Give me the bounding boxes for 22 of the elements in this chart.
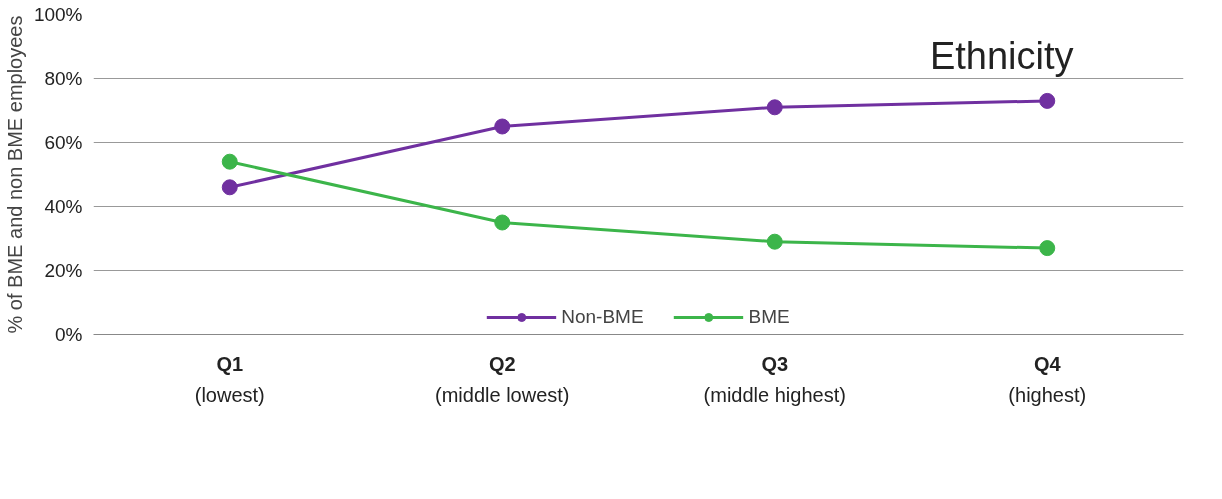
y-tick-label: 0%	[55, 324, 83, 345]
point	[766, 233, 783, 250]
point	[766, 99, 783, 116]
y-tick-label: 60%	[44, 132, 83, 153]
category-label: Q1 (lowest)	[194, 352, 265, 406]
point	[221, 153, 238, 170]
text: Ethnicity	[929, 34, 1074, 77]
category-label: Q2 (middle lowest)	[435, 352, 570, 406]
point	[221, 179, 238, 196]
point	[1039, 240, 1056, 257]
y-tick-label: 40%	[44, 196, 83, 217]
y-tick-label: 80%	[44, 68, 83, 89]
point	[494, 214, 511, 231]
y-tick-label: 100%	[33, 4, 83, 25]
point	[1039, 92, 1056, 109]
y-tick-label: 20%	[44, 260, 83, 281]
y-axis-title: % of BME and non BME employees	[3, 15, 26, 334]
category-label: Q4 (highest)	[1008, 352, 1087, 406]
legend-label: BME	[748, 306, 790, 328]
legend-label: Non-BME	[561, 306, 644, 328]
point	[494, 118, 511, 135]
category-label: Q3 (middle highest)	[703, 352, 846, 406]
